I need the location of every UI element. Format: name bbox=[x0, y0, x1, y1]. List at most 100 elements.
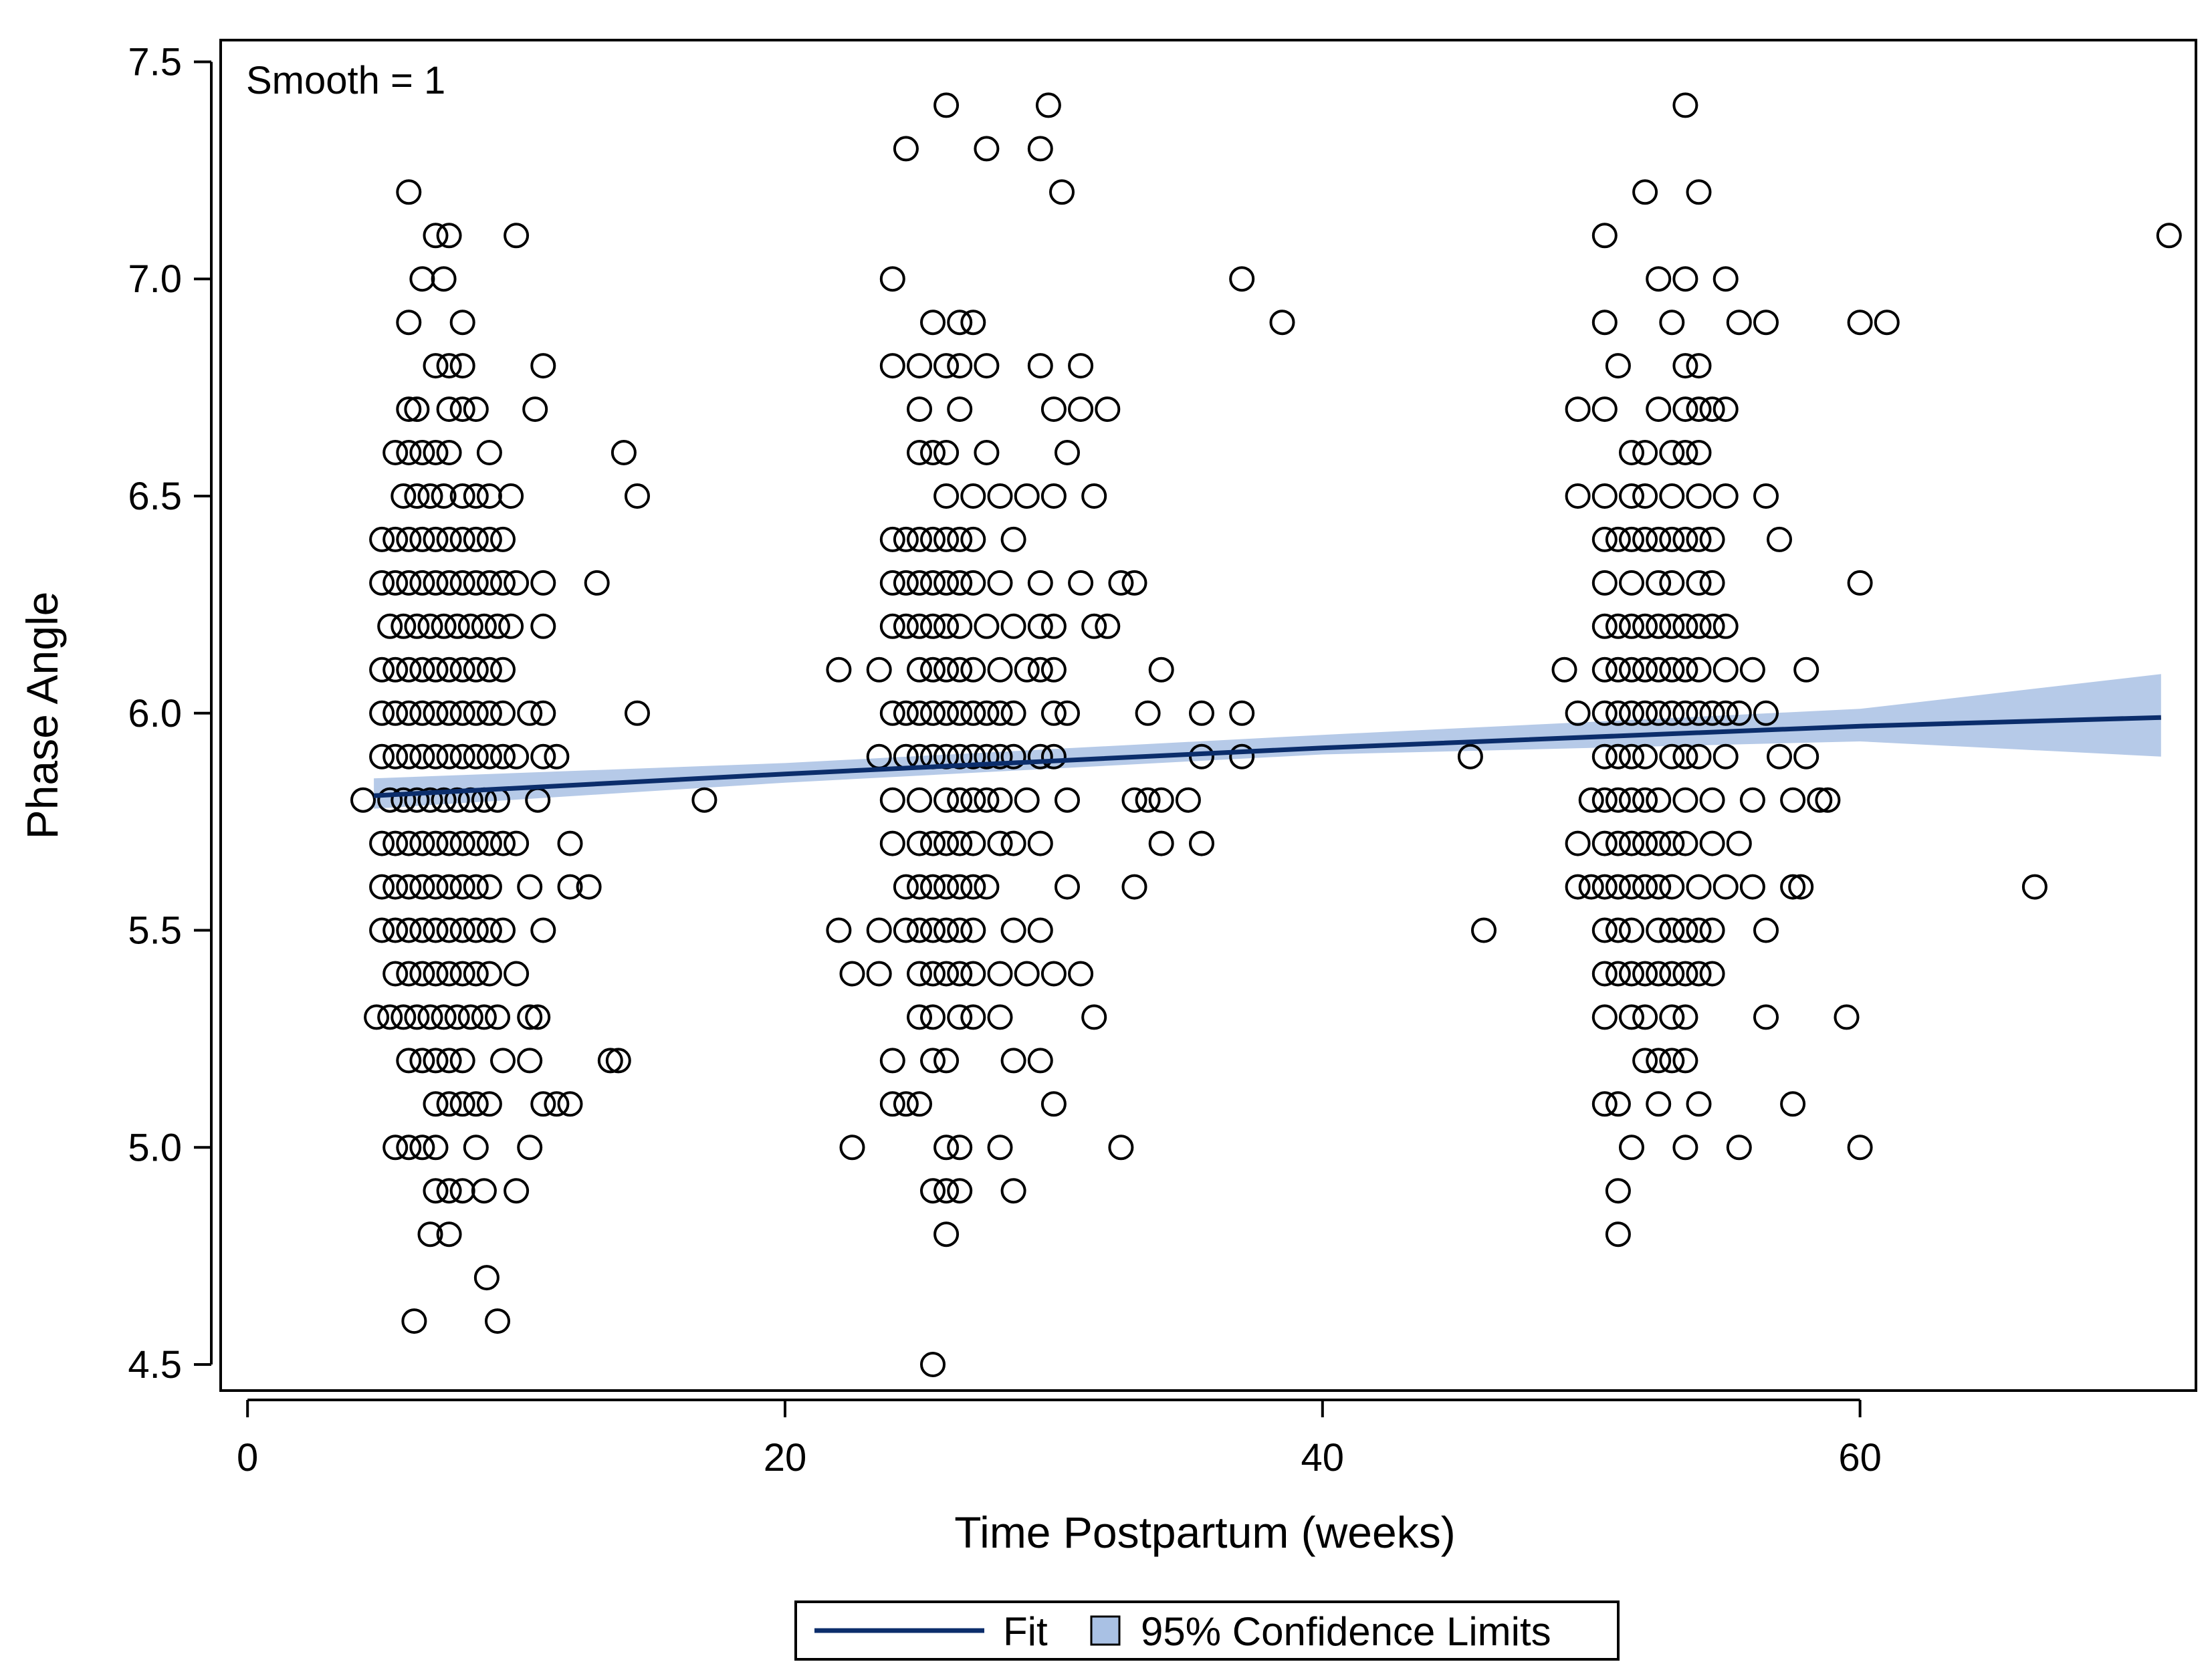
data-point bbox=[920, 440, 946, 465]
data-point bbox=[1035, 92, 1061, 118]
data-point bbox=[431, 613, 457, 639]
data-point bbox=[1619, 700, 1644, 726]
data-point bbox=[1646, 613, 1672, 639]
data-point bbox=[423, 526, 449, 552]
data-point bbox=[1672, 787, 1698, 813]
data-point bbox=[1686, 917, 1712, 943]
data-point bbox=[974, 700, 1000, 726]
data-point bbox=[1591, 1004, 1618, 1030]
data-point bbox=[409, 570, 435, 596]
data-point bbox=[1659, 874, 1685, 900]
data-point bbox=[933, 613, 960, 639]
data-point bbox=[893, 570, 919, 596]
data-point bbox=[1605, 787, 1631, 813]
data-point bbox=[463, 483, 489, 509]
data-point bbox=[1686, 570, 1712, 596]
data-point bbox=[933, 353, 960, 379]
data-point bbox=[382, 874, 409, 900]
data-point bbox=[1659, 700, 1685, 726]
data-point bbox=[1175, 787, 1201, 813]
smooth-annotation: Smooth = 1 bbox=[246, 59, 445, 102]
data-point bbox=[1619, 440, 1644, 465]
data-point bbox=[490, 570, 516, 596]
data-point bbox=[879, 787, 905, 813]
data-point bbox=[449, 483, 475, 509]
data-point bbox=[1712, 700, 1739, 726]
data-point bbox=[974, 440, 1000, 465]
data-point bbox=[960, 526, 986, 552]
data-point bbox=[423, 917, 449, 943]
scatter-points bbox=[350, 92, 2182, 1377]
data-point bbox=[517, 1135, 543, 1161]
data-point bbox=[920, 1048, 946, 1074]
data-point bbox=[960, 787, 986, 813]
data-point bbox=[907, 700, 932, 726]
data-point bbox=[1578, 787, 1604, 813]
data-point bbox=[625, 483, 650, 509]
data-point bbox=[1055, 874, 1080, 900]
data-point bbox=[1659, 917, 1685, 943]
data-point bbox=[1686, 440, 1712, 465]
data-point bbox=[1027, 657, 1053, 683]
data-point bbox=[1605, 1091, 1631, 1117]
data-point bbox=[498, 613, 524, 639]
data-point bbox=[1040, 1091, 1067, 1117]
data-point bbox=[436, 1178, 462, 1204]
data-point bbox=[1646, 787, 1672, 813]
data-point bbox=[1148, 657, 1174, 683]
data-point bbox=[974, 874, 1000, 900]
data-point bbox=[391, 483, 417, 509]
data-point bbox=[1699, 700, 1725, 726]
data-point bbox=[471, 613, 497, 639]
data-point bbox=[1712, 874, 1739, 900]
data-point bbox=[1619, 830, 1644, 856]
data-point bbox=[396, 657, 422, 683]
data-point bbox=[396, 743, 422, 769]
data-point bbox=[2021, 874, 2048, 900]
data-point bbox=[866, 961, 892, 987]
data-point bbox=[1619, 1135, 1644, 1161]
data-point bbox=[476, 440, 502, 465]
data-point bbox=[1055, 440, 1080, 465]
data-point bbox=[377, 1004, 403, 1030]
data-point bbox=[401, 1308, 427, 1334]
data-point bbox=[1712, 613, 1739, 639]
data-point bbox=[879, 613, 905, 639]
data-point bbox=[947, 613, 973, 639]
data-point bbox=[449, 1091, 475, 1117]
data-point bbox=[350, 787, 376, 813]
data-point bbox=[920, 1352, 946, 1377]
data-point bbox=[382, 961, 409, 987]
data-point bbox=[1646, 874, 1672, 900]
data-point bbox=[490, 917, 516, 943]
data-point bbox=[1686, 961, 1712, 987]
data-point bbox=[611, 440, 637, 465]
data-point bbox=[933, 874, 960, 900]
data-point bbox=[893, 1091, 919, 1117]
data-point bbox=[947, 310, 973, 336]
data-point bbox=[382, 700, 409, 726]
data-point bbox=[449, 657, 475, 683]
data-point bbox=[382, 657, 409, 683]
data-point bbox=[1605, 613, 1631, 639]
data-point bbox=[1659, 1004, 1685, 1030]
data-point bbox=[436, 526, 462, 552]
legend-band-swatch bbox=[1090, 1615, 1121, 1646]
data-point bbox=[947, 1178, 973, 1204]
data-point bbox=[907, 874, 932, 900]
data-point bbox=[1672, 266, 1698, 292]
data-point bbox=[1040, 483, 1067, 509]
data-point bbox=[1632, 961, 1658, 987]
data-point bbox=[1672, 92, 1698, 118]
data-point bbox=[517, 874, 543, 900]
data-point bbox=[907, 961, 932, 987]
data-point bbox=[436, 223, 462, 249]
x-tick-label: 0 bbox=[237, 1436, 258, 1479]
x-tick-label: 60 bbox=[1838, 1436, 1882, 1479]
data-point bbox=[1565, 483, 1591, 509]
data-point bbox=[457, 613, 483, 639]
data-point bbox=[1646, 830, 1672, 856]
data-point bbox=[485, 1004, 510, 1030]
data-point bbox=[960, 310, 986, 336]
data-point bbox=[423, 1091, 449, 1117]
